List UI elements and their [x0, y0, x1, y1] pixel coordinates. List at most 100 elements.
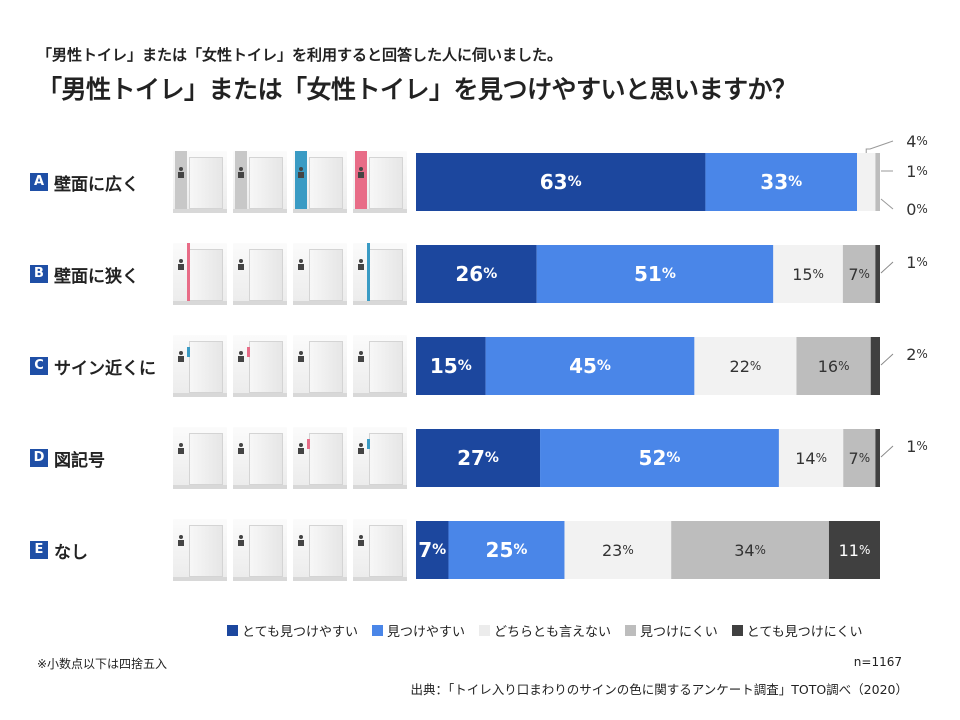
entrance-photo: [293, 335, 347, 397]
data-label: 1%: [906, 437, 928, 456]
legend-label: 見つけにくい: [640, 625, 718, 640]
floor: [353, 393, 407, 397]
bar-segment: [416, 337, 486, 395]
row-label: C サイン近くに: [30, 355, 156, 379]
bar-segment: [843, 429, 876, 487]
door-shape: [249, 341, 283, 393]
row-label-text: 図記号: [54, 450, 105, 471]
legend-item: とても見つけやすい: [227, 621, 358, 640]
subtitle: 「男性トイレ」または「女性トイレ」を利用すると回答した人に伺いました。: [37, 46, 563, 64]
color-strip: [367, 243, 370, 301]
source-citation: 出典：「トイレ入り口まわりのサインの色に関するアンケート調査」TOTO調べ（20…: [410, 682, 908, 697]
person-pictogram-icon: [237, 259, 245, 270]
person-pictogram-icon: [237, 351, 245, 362]
person-pictogram-icon: [177, 351, 185, 362]
floor: [293, 485, 347, 489]
bar-segment: [705, 153, 858, 211]
floor: [173, 209, 227, 213]
legend-swatch: [625, 625, 636, 636]
color-strip: [367, 439, 370, 449]
entrance-photo: [353, 335, 407, 397]
row-label: A 壁面に広く: [30, 171, 139, 195]
legend: とても見つけやすい 見つけやすい どちらとも言えない 見つけにくい とても見つけにくい: [227, 621, 876, 640]
floor: [233, 485, 287, 489]
row-key-badge: B: [30, 265, 48, 283]
legend-label: とても見つけやすい: [242, 625, 358, 640]
floor: [173, 301, 227, 305]
color-strip: [235, 151, 247, 209]
floor: [293, 577, 347, 581]
legend-item: どちらとも言えない: [478, 621, 611, 640]
door-shape: [249, 433, 283, 485]
data-label: 26%: [455, 262, 497, 286]
data-label: 14%: [795, 449, 827, 468]
row-label: E なし: [30, 539, 88, 563]
bar-segment: [540, 429, 779, 487]
bar-segment: [448, 521, 565, 579]
callout-line: [880, 353, 894, 366]
data-label: 52%: [639, 446, 681, 470]
data-label: 15%: [430, 354, 472, 378]
entrance-photo: [173, 151, 227, 213]
door-shape: [189, 433, 223, 485]
entrance-photo: [293, 427, 347, 489]
floor: [293, 209, 347, 213]
row-label: D 図記号: [30, 447, 105, 471]
bar-segment: [870, 337, 880, 395]
entrance-photo: [353, 427, 407, 489]
entrance-photo: [233, 151, 287, 213]
floor: [293, 393, 347, 397]
door-shape: [309, 433, 343, 485]
data-label: 23%: [602, 541, 634, 560]
door-shape: [369, 525, 403, 577]
entrance-photo: [293, 519, 347, 581]
door-shape: [309, 157, 343, 209]
person-pictogram-icon: [177, 167, 185, 178]
entrance-photo: [173, 335, 227, 397]
person-pictogram-icon: [357, 535, 365, 546]
data-label: 15%: [792, 265, 824, 284]
person-pictogram-icon: [297, 167, 305, 178]
person-pictogram-icon: [297, 535, 305, 546]
color-strip: [307, 439, 310, 449]
person-pictogram-icon: [357, 259, 365, 270]
row-key-badge: C: [30, 357, 48, 375]
person-pictogram-icon: [177, 443, 185, 454]
person-pictogram-icon: [297, 443, 305, 454]
legend-swatch: [371, 625, 383, 636]
person-pictogram-icon: [297, 259, 305, 270]
color-strip: [355, 151, 367, 209]
bar-segment: [857, 153, 876, 211]
data-label: 34%: [734, 541, 766, 560]
callout-line: [865, 140, 894, 153]
entrance-photo: [353, 519, 407, 581]
floor: [353, 209, 407, 213]
data-label: 7%: [418, 538, 446, 562]
entrance-photo: [173, 243, 227, 305]
floor: [173, 485, 227, 489]
entrance-photo: [173, 519, 227, 581]
sample-size: n=1167: [853, 655, 902, 669]
legend-swatch: [227, 625, 238, 636]
door-shape: [189, 157, 223, 209]
bar-segment: [416, 245, 537, 303]
color-strip: [175, 151, 187, 209]
data-label: 4%: [906, 132, 928, 151]
row-label-text: 壁面に広く: [54, 174, 139, 195]
door-shape: [369, 433, 403, 485]
door-shape: [309, 341, 343, 393]
data-label: 11%: [839, 541, 871, 560]
bar-segment: [828, 521, 880, 579]
legend-label: 見つけやすい: [386, 625, 465, 640]
data-label: 22%: [730, 357, 762, 376]
data-label: 45%: [569, 354, 611, 378]
bar-segment: [694, 337, 797, 395]
bar-segment: [773, 245, 843, 303]
color-strip: [187, 347, 190, 357]
floor: [233, 209, 287, 213]
person-pictogram-icon: [357, 167, 365, 178]
row-key-badge: E: [30, 541, 48, 559]
row-key-badge: A: [30, 173, 48, 191]
floor: [173, 577, 227, 581]
